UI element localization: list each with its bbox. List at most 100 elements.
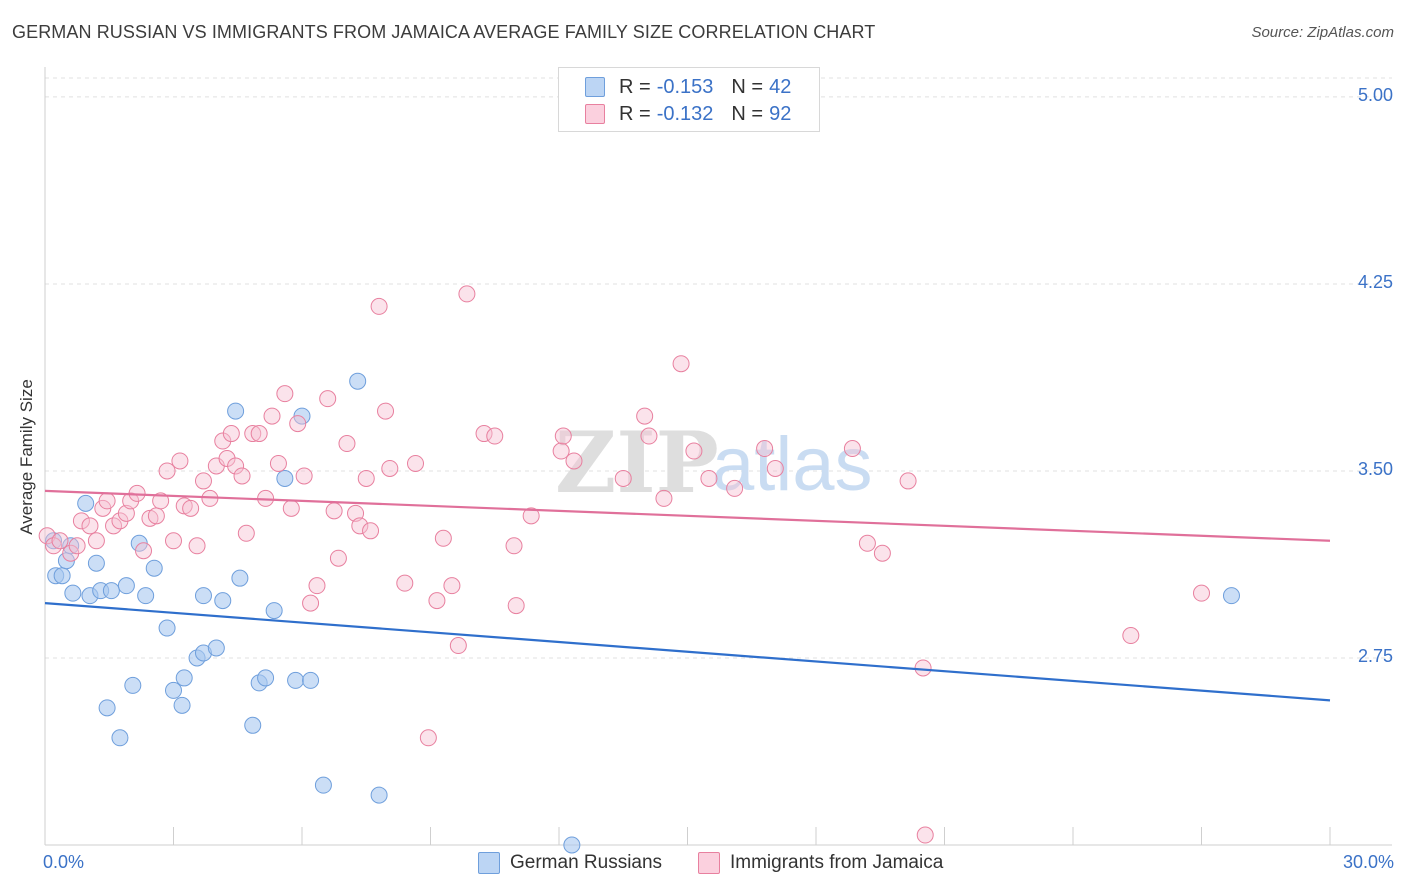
axes (44, 67, 1392, 846)
point-immigrants-from-jamaica (227, 457, 245, 475)
point-immigrants-from-jamaica (182, 499, 200, 517)
point-german-russians (158, 619, 176, 637)
point-german-russians (98, 699, 116, 717)
point-immigrants-from-jamaica (214, 432, 232, 450)
point-immigrants-from-jamaica (302, 594, 320, 612)
point-immigrants-from-jamaica (475, 425, 493, 443)
point-immigrants-from-jamaica (522, 507, 540, 525)
point-german-russians (173, 696, 191, 714)
point-german-russians (137, 587, 155, 605)
point-immigrants-from-jamaica (428, 592, 446, 610)
point-german-russians (302, 671, 320, 689)
point-german-russians (207, 639, 225, 657)
legend-n-value: 42 (769, 75, 792, 98)
point-immigrants-from-jamaica (188, 537, 206, 555)
point-immigrants-from-jamaica (357, 469, 375, 487)
source-credit: Source: ZipAtlas.com (1251, 24, 1394, 41)
point-immigrants-from-jamaica (899, 472, 917, 490)
point-immigrants-from-jamaica (237, 524, 255, 542)
point-german-russians (349, 372, 367, 390)
point-immigrants-from-jamaica (486, 427, 504, 445)
point-immigrants-from-jamaica (858, 534, 876, 552)
legend-r-value: -0.132 (656, 102, 714, 125)
legend-swatch-blue (585, 77, 605, 97)
point-german-russians (117, 577, 135, 595)
point-german-russians (563, 836, 581, 854)
point-immigrants-from-jamaica (233, 467, 251, 485)
point-immigrants-from-jamaica (351, 517, 369, 535)
y-tick-label: 4.25 (1357, 271, 1393, 292)
point-immigrants-from-jamaica (1122, 627, 1140, 645)
legend-swatch-pink (585, 104, 605, 124)
x-tick-label-max: 30.0% (1342, 852, 1394, 872)
point-immigrants-from-jamaica (636, 407, 654, 425)
legend-n-label: N = (731, 75, 764, 98)
point-immigrants-from-jamaica (81, 517, 99, 535)
point-immigrants-from-jamaica (158, 462, 176, 480)
point-immigrants-from-jamaica (152, 492, 170, 510)
point-german-russians (1222, 587, 1240, 605)
point-immigrants-from-jamaica (218, 449, 236, 467)
point-immigrants-from-jamaica (325, 502, 343, 520)
point-immigrants-from-jamaica (289, 415, 307, 433)
trend-lines (44, 489, 1331, 702)
trend-line-german-russians (44, 602, 1331, 702)
point-german-russians (165, 681, 182, 699)
point-german-russians (257, 669, 275, 687)
series-german-russians (45, 372, 1240, 854)
point-immigrants-from-jamaica (171, 452, 189, 470)
point-immigrants-from-jamaica (1193, 584, 1210, 602)
bottom-legend-swatch-pink (698, 852, 720, 874)
legend-row-german-russians: R = -0.153 N = 42 (585, 75, 791, 99)
point-german-russians (111, 729, 129, 747)
point-immigrants-from-jamaica (250, 425, 268, 443)
point-immigrants-from-jamaica (308, 577, 326, 595)
watermark-atlas: atlas (712, 422, 873, 507)
point-immigrants-from-jamaica (419, 729, 437, 747)
gridlines (45, 77, 1392, 659)
point-german-russians (64, 584, 82, 602)
point-immigrants-from-jamaica (147, 507, 165, 525)
y-tick-label: 3.50 (1357, 458, 1393, 479)
point-immigrants-from-jamaica (766, 459, 784, 477)
point-german-russians (265, 602, 283, 620)
point-immigrants-from-jamaica (843, 440, 861, 458)
point-german-russians (53, 567, 71, 585)
bottom-legend-german-russians: German Russians (478, 852, 662, 874)
bottom-legend-swatch-blue (478, 852, 500, 874)
bottom-legend-label: German Russians (510, 852, 663, 873)
point-immigrants-from-jamaica (381, 459, 399, 477)
point-immigrants-from-jamaica (554, 427, 572, 445)
point-immigrants-from-jamaica (685, 442, 703, 460)
point-immigrants-from-jamaica (319, 390, 337, 408)
point-immigrants-from-jamaica (370, 297, 388, 315)
point-immigrants-from-jamaica (756, 440, 774, 458)
point-immigrants-from-jamaica (449, 637, 467, 655)
point-immigrants-from-jamaica (407, 454, 425, 472)
point-immigrants-from-jamaica (165, 532, 182, 550)
watermark: ZIP atlas (555, 413, 873, 512)
point-german-russians (87, 554, 105, 572)
point-immigrants-from-jamaica (726, 479, 744, 497)
point-immigrants-from-jamaica (655, 489, 673, 507)
point-immigrants-from-jamaica (263, 407, 281, 425)
point-immigrants-from-jamaica (552, 442, 570, 460)
point-immigrants-from-jamaica (640, 427, 658, 445)
point-german-russians (102, 582, 120, 600)
y-tick-label: 5.00 (1357, 84, 1393, 105)
point-german-russians (77, 494, 95, 512)
bottom-legend-immigrants-from-jamaica: Immigrants from Jamaica (698, 852, 943, 874)
point-immigrants-from-jamaica (87, 532, 105, 550)
point-immigrants-from-jamaica (329, 549, 347, 567)
point-german-russians (287, 671, 305, 689)
point-immigrants-from-jamaica (244, 425, 262, 443)
point-german-russians (145, 559, 163, 577)
legend-r-label: R = (619, 75, 651, 98)
point-immigrants-from-jamaica (68, 537, 86, 555)
point-immigrants-from-jamaica (135, 542, 153, 560)
chart-title: GERMAN RUSSIAN VS IMMIGRANTS FROM JAMAIC… (12, 22, 876, 42)
point-immigrants-from-jamaica (505, 537, 523, 555)
point-immigrants-from-jamaica (51, 532, 69, 550)
bottom-legend-label: Immigrants from Jamaica (730, 852, 944, 873)
